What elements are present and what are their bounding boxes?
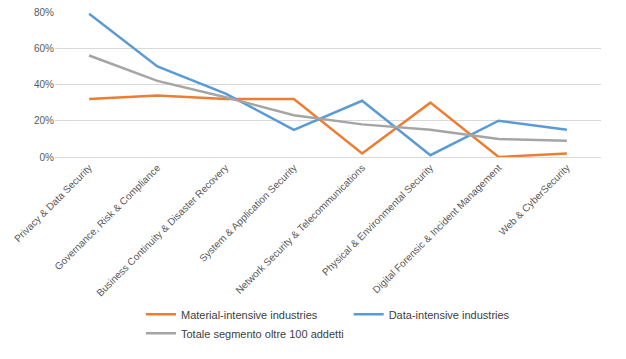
svg-text:80%: 80% bbox=[34, 7, 54, 18]
svg-text:0%: 0% bbox=[40, 152, 55, 163]
svg-text:Physical & Environmental Secur: Physical & Environmental Security bbox=[320, 162, 435, 277]
svg-text:Web & CyberSecurity: Web & CyberSecurity bbox=[497, 162, 572, 237]
svg-text:20%: 20% bbox=[34, 115, 54, 126]
svg-text:System & Application Security: System & Application Security bbox=[197, 162, 299, 264]
svg-text:Network Security & Telecommuni: Network Security & Telecommunications bbox=[233, 162, 367, 296]
svg-text:60%: 60% bbox=[34, 43, 54, 54]
svg-text:Business Continuity & Disaster: Business Continuity & Disaster Recovery bbox=[94, 162, 230, 298]
svg-text:Data-intensive industries: Data-intensive industries bbox=[389, 309, 510, 321]
svg-text:40%: 40% bbox=[34, 79, 54, 90]
svg-text:Totale segmento oltre 100 adde: Totale segmento oltre 100 addetti bbox=[181, 328, 344, 340]
svg-text:Material-intensive industries: Material-intensive industries bbox=[181, 309, 318, 321]
svg-text:Governance, Risk & Compliance: Governance, Risk & Compliance bbox=[52, 162, 162, 272]
svg-text:Privacy & Data Security: Privacy & Data Security bbox=[12, 162, 94, 244]
svg-text:Digital Forensic & Incident Ma: Digital Forensic & Incident Management bbox=[370, 162, 503, 295]
